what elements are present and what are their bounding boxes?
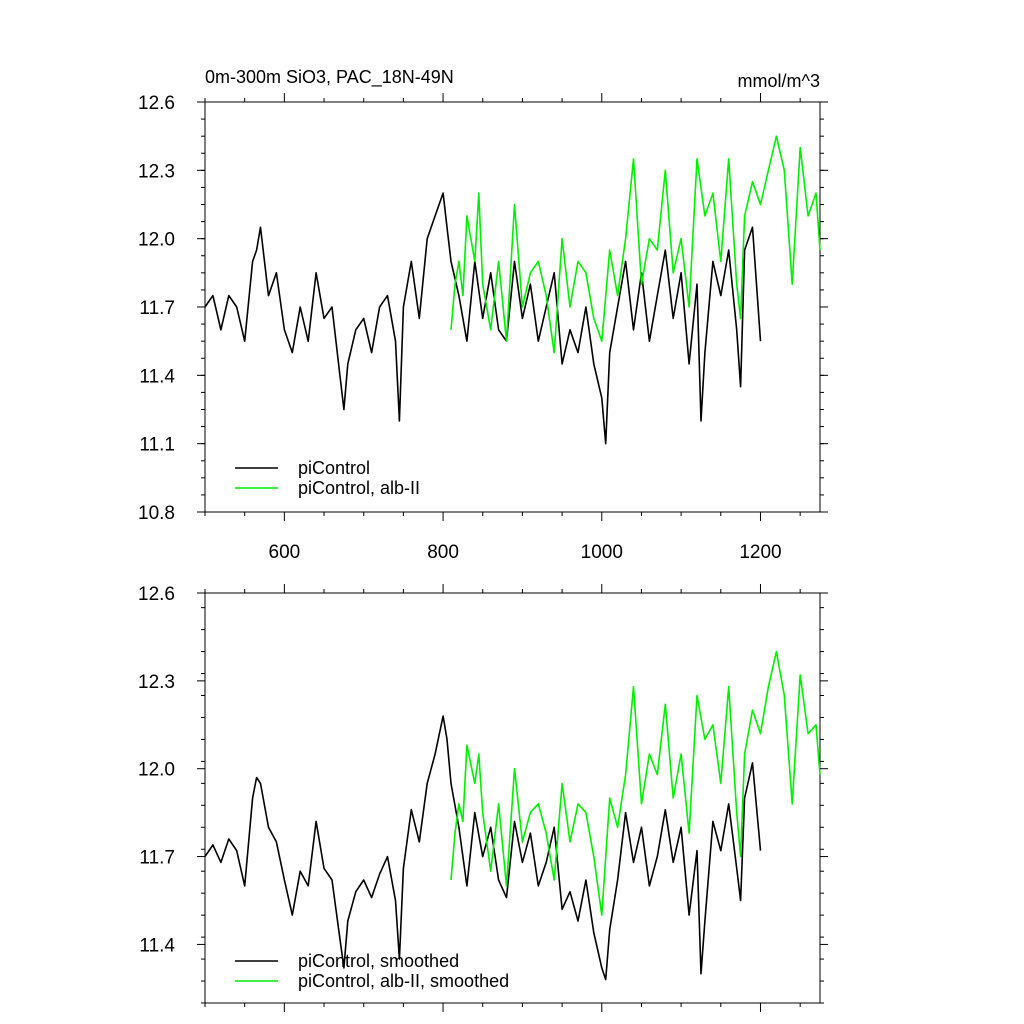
series-line-picontrol bbox=[204, 192, 762, 445]
x-tick-label: 600 bbox=[269, 542, 301, 563]
y-tick-label: 12.3 bbox=[138, 161, 175, 182]
series-line-picontrol-alb-ii bbox=[450, 135, 821, 354]
series-line-picontrol-alb-ii-smoothed bbox=[450, 650, 821, 916]
top-panel: 10.8 11.1 11.4 11.7 12.0 12.3 12.6 600 800 1000 12… bbox=[138, 67, 828, 563]
y-tick-label: 11.7 bbox=[139, 298, 175, 319]
legend-label: piControl, alb-II, smoothed bbox=[298, 971, 509, 991]
y-tick-label: 11.7 bbox=[139, 848, 175, 869]
x-tick-label: 1200 bbox=[739, 542, 781, 563]
y-tick-label: 11.4 bbox=[139, 935, 175, 956]
y-tick-label: 11.1 bbox=[139, 435, 175, 456]
legend-label: piControl bbox=[298, 458, 370, 478]
x-tick-label: 800 bbox=[427, 542, 459, 563]
x-tick-label: 1000 bbox=[581, 542, 623, 563]
series-line-picontrol-smoothed bbox=[204, 715, 762, 981]
bottom-plot-frame bbox=[204, 592, 821, 1004]
bottom-panel: 11.4 11.7 12.0 12.3 12.6 piControl, smoothed… bbox=[138, 584, 828, 1012]
legend-label: piControl, alb-II bbox=[298, 478, 420, 498]
y-tick-label: 12.3 bbox=[138, 672, 175, 693]
y-tick-label: 11.4 bbox=[139, 366, 175, 387]
y-tick-label: 10.8 bbox=[138, 503, 175, 524]
y-tick-label: 12.6 bbox=[138, 584, 175, 605]
y-tick-label: 12.0 bbox=[138, 230, 175, 251]
y-tick-label: 12.0 bbox=[138, 760, 175, 781]
legend-label: piControl, smoothed bbox=[298, 951, 459, 971]
top-chart-units: mmol/m^3 bbox=[738, 71, 820, 91]
y-tick-label: 12.6 bbox=[138, 93, 175, 114]
top-chart-title: 0m-300m SiO3, PAC_18N-49N bbox=[205, 67, 454, 88]
